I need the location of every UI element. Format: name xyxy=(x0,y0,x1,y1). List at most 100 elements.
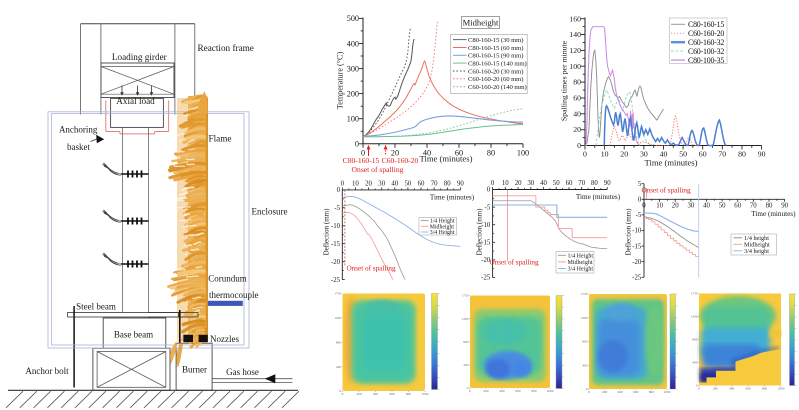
svg-text:C80-160-15 (30 mm): C80-160-15 (30 mm) xyxy=(468,37,523,44)
svg-text:60: 60 xyxy=(566,180,573,187)
svg-text:1000: 1000 xyxy=(778,387,785,391)
svg-text:90: 90 xyxy=(758,150,766,159)
svg-text:-: - xyxy=(796,292,797,296)
svg-text:Base beam: Base beam xyxy=(114,330,153,340)
svg-text:50: 50 xyxy=(553,180,560,187)
svg-text:-: - xyxy=(796,304,797,308)
svg-text:-25: -25 xyxy=(331,277,341,284)
svg-text:100: 100 xyxy=(569,62,581,71)
svg-text:40: 40 xyxy=(423,149,431,158)
svg-text:Nozzles: Nozzles xyxy=(210,334,239,344)
svg-text:-15: -15 xyxy=(481,240,491,247)
svg-text:-25: -25 xyxy=(632,275,642,282)
svg-text:thermocouple: thermocouple xyxy=(209,290,258,300)
svg-text:50: 50 xyxy=(679,150,687,159)
svg-text:0: 0 xyxy=(491,180,495,187)
svg-text:0: 0 xyxy=(588,390,590,394)
svg-text:-25: -25 xyxy=(481,275,491,282)
svg-text:60: 60 xyxy=(734,203,741,210)
svg-text:0: 0 xyxy=(586,387,588,391)
svg-text:Time (minutes): Time (minutes) xyxy=(751,210,796,218)
svg-text:C80-160-15: C80-160-15 xyxy=(343,156,380,165)
svg-text:-: - xyxy=(796,384,797,388)
svg-text:3/4 height: 3/4 height xyxy=(744,248,769,255)
svg-text:-: - xyxy=(564,340,565,344)
svg-text:Onset of spalling: Onset of spalling xyxy=(346,265,396,273)
svg-text:Anchor bolt: Anchor bolt xyxy=(25,366,69,376)
svg-text:400: 400 xyxy=(499,389,504,393)
svg-text:-: - xyxy=(439,292,440,296)
svg-text:400: 400 xyxy=(373,392,378,396)
svg-text:-: - xyxy=(677,328,678,332)
svg-text:600: 600 xyxy=(515,389,520,393)
svg-text:-: - xyxy=(564,387,565,391)
svg-text:-: - xyxy=(564,294,565,298)
svg-text:50: 50 xyxy=(719,203,726,210)
svg-text:1/4 height: 1/4 height xyxy=(744,235,769,242)
svg-text:-15: -15 xyxy=(632,243,642,250)
svg-text:1200: 1200 xyxy=(334,316,341,320)
svg-text:600: 600 xyxy=(633,390,638,394)
svg-text:-: - xyxy=(564,329,565,333)
svg-text:30: 30 xyxy=(640,150,648,159)
svg-text:-: - xyxy=(677,340,678,344)
svg-text:Anchoring: Anchoring xyxy=(59,125,98,135)
svg-text:600: 600 xyxy=(389,392,394,396)
svg-text:C60-160-20: C60-160-20 xyxy=(688,29,724,38)
svg-text:3/4 Height: 3/4 Height xyxy=(568,267,594,273)
svg-text:80: 80 xyxy=(444,181,451,188)
svg-text:400: 400 xyxy=(463,363,468,367)
svg-text:90: 90 xyxy=(781,203,788,210)
svg-text:Time (minutes): Time (minutes) xyxy=(430,194,475,202)
svg-text:30: 30 xyxy=(378,181,385,188)
svg-text:80: 80 xyxy=(766,203,773,210)
svg-text:400: 400 xyxy=(729,387,734,391)
svg-text:-: - xyxy=(677,375,678,379)
svg-text:120: 120 xyxy=(569,46,581,55)
svg-text:Gas hose: Gas hose xyxy=(226,367,259,377)
svg-text:800: 800 xyxy=(406,392,411,396)
svg-text:1200: 1200 xyxy=(691,315,698,319)
svg-text:50: 50 xyxy=(405,181,412,188)
svg-text:0: 0 xyxy=(583,150,587,159)
svg-text:20: 20 xyxy=(573,125,581,134)
svg-text:200: 200 xyxy=(602,390,607,394)
svg-text:200: 200 xyxy=(356,392,361,396)
svg-text:-20: -20 xyxy=(481,257,491,264)
svg-text:1750: 1750 xyxy=(462,294,469,298)
svg-text:0: 0 xyxy=(341,181,345,188)
svg-text:-: - xyxy=(564,352,565,356)
svg-text:basket: basket xyxy=(67,142,90,152)
svg-text:40: 40 xyxy=(703,203,710,210)
svg-text:C60-160-20: C60-160-20 xyxy=(382,156,419,165)
svg-text:-10: -10 xyxy=(331,223,341,230)
svg-text:0: 0 xyxy=(638,197,642,204)
svg-text:Midheight: Midheight xyxy=(463,18,499,28)
svg-text:Time (minutes): Time (minutes) xyxy=(576,193,621,201)
svg-text:1200: 1200 xyxy=(581,316,588,320)
svg-text:-: - xyxy=(796,372,797,376)
svg-text:C60-160-32: C60-160-32 xyxy=(688,38,724,47)
svg-text:70: 70 xyxy=(750,203,757,210)
svg-text:20: 20 xyxy=(391,149,399,158)
svg-text:0: 0 xyxy=(642,203,646,210)
svg-text:20: 20 xyxy=(620,150,628,159)
svg-text:1000: 1000 xyxy=(422,392,429,396)
svg-text:Flame: Flame xyxy=(209,134,232,144)
svg-text:C80-160-15 (140 mm): C80-160-15 (140 mm) xyxy=(468,61,527,68)
svg-text:10: 10 xyxy=(352,181,359,188)
svg-text:30: 30 xyxy=(527,180,534,187)
svg-text:80: 80 xyxy=(573,78,581,87)
svg-text:-: - xyxy=(439,316,440,320)
svg-text:-: - xyxy=(677,363,678,367)
svg-text:C60-160-20 (30 mm): C60-160-20 (30 mm) xyxy=(468,68,523,75)
svg-text:400: 400 xyxy=(618,390,623,394)
svg-text:70: 70 xyxy=(718,150,726,159)
svg-text:Onset of spalling: Onset of spalling xyxy=(489,259,539,267)
svg-text:60: 60 xyxy=(455,149,463,158)
svg-text:0: 0 xyxy=(337,187,341,194)
svg-text:60: 60 xyxy=(573,94,581,103)
svg-text:C60-160-20 (60 mm): C60-160-20 (60 mm) xyxy=(468,76,523,83)
svg-text:C80-160-15 (90 mm): C80-160-15 (90 mm) xyxy=(468,53,523,60)
svg-text:-: - xyxy=(677,292,678,296)
